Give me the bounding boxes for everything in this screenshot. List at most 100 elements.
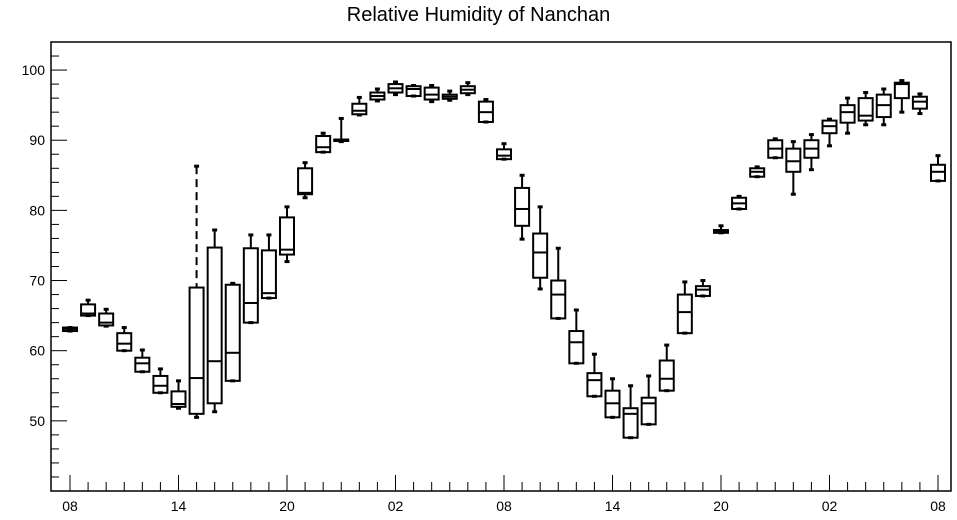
x-tick-label: 08: [62, 498, 78, 514]
box-group: [694, 279, 711, 298]
box-group: [496, 142, 512, 161]
box-group: [98, 307, 115, 328]
box-group: [333, 116, 350, 144]
x-tick-label: 08: [496, 498, 512, 514]
box-group: [80, 298, 97, 318]
box-group: [785, 140, 802, 196]
box-group: [315, 131, 332, 154]
box-iqr: [170, 390, 187, 408]
box-group: [459, 81, 476, 97]
box-group: [423, 83, 440, 104]
box-iqr: [297, 167, 314, 196]
box-group: [930, 154, 946, 183]
box-layer: [62, 79, 946, 440]
y-tick-label: 50: [29, 413, 45, 429]
box-group: [749, 165, 766, 179]
x-tick-label: 14: [605, 498, 621, 514]
box-group: [803, 133, 820, 172]
box-group: [260, 233, 277, 300]
box-group: [62, 326, 78, 333]
box-group: [568, 308, 585, 365]
box-iqr: [260, 249, 277, 300]
box-iqr: [423, 86, 440, 101]
box-group: [532, 205, 549, 291]
box-iqr: [80, 303, 97, 317]
box-iqr: [152, 374, 169, 394]
box-group: [857, 91, 874, 127]
y-tick-label: 100: [22, 62, 46, 78]
box-iqr: [785, 147, 802, 173]
box-group: [839, 96, 856, 135]
box-iqr: [893, 81, 910, 100]
box-iqr: [134, 356, 151, 373]
box-iqr: [930, 163, 946, 182]
box-group: [116, 326, 133, 353]
chart-title: Relative Humidity of Nanchan: [346, 4, 611, 26]
plot-frame: [50, 41, 952, 492]
box-iqr: [188, 286, 205, 415]
box-group: [279, 205, 295, 264]
box-iqr: [315, 135, 332, 154]
box-group: [622, 384, 639, 440]
box-group: [676, 280, 693, 335]
box-group: [821, 117, 838, 148]
y-tick-label: 90: [29, 132, 45, 148]
box-iqr: [640, 396, 657, 426]
box-group: [550, 246, 567, 320]
y-tick-label: 60: [29, 343, 45, 359]
box-iqr: [351, 102, 368, 116]
box-iqr: [532, 232, 549, 279]
axis-layer: 50 60 70 80 90 100 08 14 20 02 08 14 20 02 08: [22, 41, 946, 514]
box-iqr: [622, 407, 639, 439]
box-iqr: [586, 372, 603, 398]
box-group: [188, 164, 205, 419]
box-group: [640, 374, 657, 426]
x-tick-label: 02: [388, 498, 404, 514]
box-iqr: [658, 359, 675, 392]
box-group: [405, 83, 422, 98]
box-group: [297, 161, 314, 200]
box-group: [731, 194, 748, 211]
box-group: [170, 379, 187, 410]
box-group: [767, 137, 784, 160]
x-tick-label: 02: [822, 498, 838, 514]
box-iqr: [98, 312, 115, 327]
box-iqr: [496, 148, 512, 161]
box-iqr: [568, 330, 585, 365]
box-iqr: [242, 247, 259, 324]
box-group: [514, 173, 531, 241]
box-iqr: [206, 246, 223, 405]
box-group: [134, 348, 151, 374]
box-iqr: [694, 285, 711, 297]
box-group: [387, 80, 404, 97]
box-iqr: [514, 186, 531, 227]
box-group: [242, 233, 259, 325]
box-group: [586, 352, 603, 398]
box-group: [441, 89, 458, 102]
x-tick-label: 08: [930, 498, 946, 514]
box-iqr: [279, 216, 295, 256]
box-group: [152, 367, 169, 395]
x-tick-label: 20: [279, 498, 295, 514]
x-tick-label: 20: [713, 498, 729, 514]
box-group: [911, 92, 928, 116]
box-iqr: [405, 85, 422, 98]
box-group: [875, 87, 892, 127]
box-iqr: [116, 332, 133, 352]
y-tick-label: 80: [29, 202, 45, 218]
box-iqr: [911, 95, 928, 110]
box-group: [369, 87, 386, 103]
box-group: [477, 98, 494, 124]
y-tick-label: 70: [29, 273, 45, 289]
box-group: [206, 228, 223, 414]
box-group: [658, 343, 675, 393]
box-group: [713, 224, 729, 235]
box-group: [893, 79, 910, 114]
box-iqr: [550, 279, 567, 320]
box-group: [224, 281, 241, 383]
box-iqr: [676, 293, 693, 335]
box-iqr: [857, 97, 874, 122]
x-tick-label: 14: [171, 498, 187, 514]
box-iqr: [224, 283, 241, 382]
